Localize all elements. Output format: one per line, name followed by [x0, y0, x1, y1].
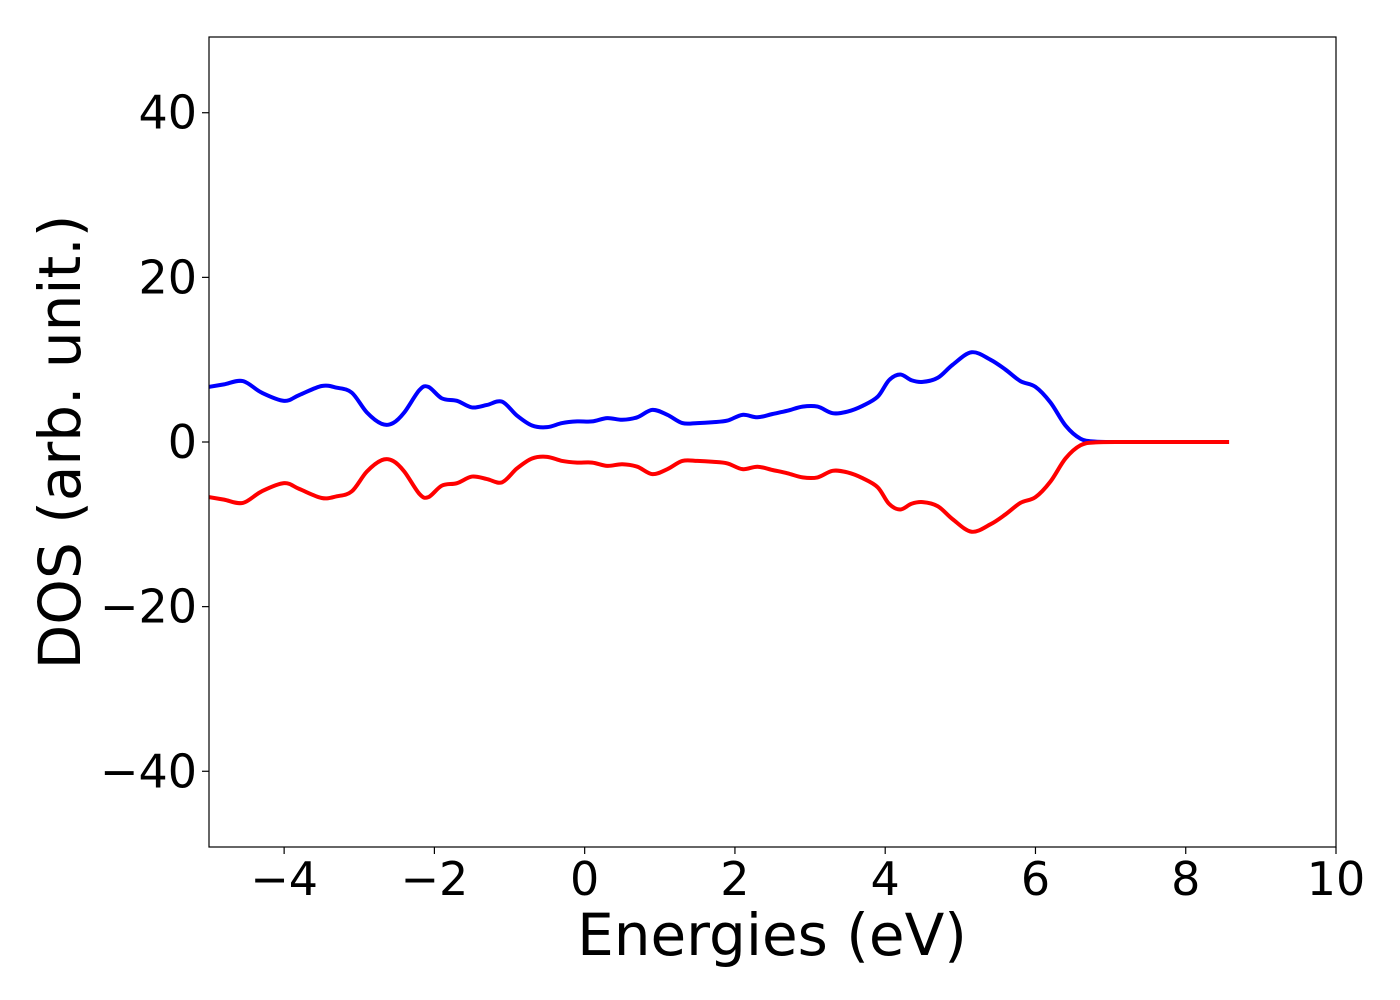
x-tick-label: 4 [871, 852, 900, 906]
y-tick-label: 40 [138, 86, 197, 140]
y-axis-ticks: 40 20 0 −20 −40 [100, 86, 209, 798]
y-tick-label: −20 [100, 580, 197, 634]
x-tick-label: 6 [1021, 852, 1050, 906]
y-tick-label: 20 [138, 250, 197, 304]
y-tick-label: −40 [100, 744, 197, 798]
x-tick-label: 2 [720, 852, 749, 906]
x-tick-label: −4 [250, 852, 318, 906]
x-tick-label: 0 [570, 852, 599, 906]
y-axis-label: DOS (arb. unit.) [26, 215, 94, 670]
x-axis-label: Energies (eV) [577, 901, 967, 969]
x-tick-label: 10 [1307, 852, 1366, 906]
series-layer [209, 350, 1230, 534]
x-axis-ticks: −4 −2 0 2 4 6 8 10 [250, 847, 1365, 906]
series-line-2 [209, 439, 1230, 534]
x-tick-label: −2 [400, 852, 468, 906]
x-tick-label: 8 [1171, 852, 1200, 906]
series-line-1 [209, 350, 1230, 445]
y-tick-label: 0 [168, 415, 197, 469]
